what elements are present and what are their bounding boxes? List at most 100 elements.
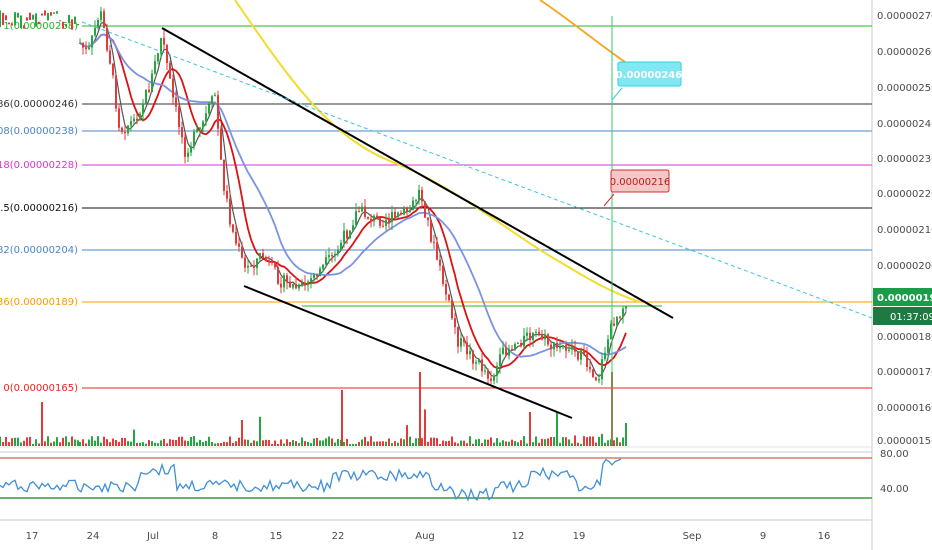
volume-bar bbox=[53, 441, 55, 446]
candle-body bbox=[148, 89, 150, 92]
volume-bar bbox=[580, 443, 582, 446]
candle-body bbox=[589, 366, 591, 370]
volume-bar bbox=[499, 442, 501, 446]
candle-body bbox=[469, 350, 471, 355]
volume-bar bbox=[229, 436, 231, 446]
volume-bar bbox=[325, 438, 327, 446]
candle-body bbox=[250, 265, 252, 267]
candle-body bbox=[217, 95, 219, 129]
volume-bar bbox=[220, 442, 222, 446]
volume-bar bbox=[364, 436, 366, 446]
candle-body bbox=[0, 10, 1, 28]
volume-bar bbox=[214, 443, 216, 446]
candle-body bbox=[385, 219, 387, 226]
candle-body bbox=[610, 323, 612, 340]
volume-bar bbox=[442, 440, 444, 446]
candle-body bbox=[595, 377, 597, 381]
candle-body bbox=[178, 106, 180, 128]
volume-bar bbox=[23, 440, 25, 446]
fib-label-1: 1(0.00000268) bbox=[3, 21, 78, 32]
rsi-tick: 80.00 bbox=[880, 449, 909, 460]
volume-bar bbox=[151, 441, 153, 446]
time-tick: 17 bbox=[26, 531, 39, 542]
candle-body bbox=[235, 231, 237, 244]
volume-bar bbox=[286, 439, 288, 446]
volume-bar bbox=[103, 436, 105, 446]
candle-body bbox=[310, 278, 312, 282]
volume-bar bbox=[349, 443, 351, 446]
candle-body bbox=[106, 27, 108, 51]
candle-body bbox=[115, 75, 117, 109]
candle-body bbox=[11, 23, 13, 26]
price-tick: 0.00000270 bbox=[877, 11, 932, 22]
candle-body bbox=[619, 316, 621, 318]
candle-body bbox=[421, 189, 423, 202]
candle-body bbox=[160, 37, 162, 54]
rsi-line bbox=[0, 458, 622, 502]
candle-body bbox=[466, 342, 468, 355]
volume-bar bbox=[142, 442, 144, 446]
candle-body bbox=[325, 257, 327, 265]
fib-label-0708: 0.708(0.00000238) bbox=[0, 126, 78, 137]
candle-body bbox=[262, 253, 264, 258]
rsi-axis: 80.00 40.00 bbox=[873, 449, 932, 495]
price-tick: 0.00000180 bbox=[877, 332, 932, 343]
candle-body bbox=[505, 347, 507, 356]
candle-body bbox=[376, 215, 378, 218]
volume-bar bbox=[115, 440, 117, 446]
candle-body bbox=[253, 266, 255, 268]
volume-bar bbox=[469, 436, 471, 446]
volume-bar bbox=[412, 443, 414, 446]
volume-bar bbox=[238, 437, 240, 446]
candle-body bbox=[265, 257, 267, 261]
candle-body bbox=[56, 11, 58, 14]
volume-bar bbox=[298, 443, 300, 446]
volume-bars bbox=[0, 372, 627, 446]
volume-bar bbox=[74, 439, 76, 446]
candle-body bbox=[226, 190, 228, 199]
volume-bar bbox=[328, 436, 330, 446]
volume-bar bbox=[448, 440, 450, 446]
volume-bar bbox=[121, 437, 123, 446]
volume-bar bbox=[130, 441, 132, 446]
candle-body bbox=[313, 274, 315, 279]
volume-bar bbox=[32, 443, 34, 446]
candle-body bbox=[295, 284, 297, 289]
candle-body bbox=[301, 282, 303, 285]
volume-bar bbox=[496, 438, 498, 446]
volume-bar bbox=[388, 438, 390, 446]
candle-body bbox=[598, 379, 600, 381]
candle-body bbox=[601, 359, 603, 380]
candle-body bbox=[604, 352, 606, 360]
candle-body bbox=[382, 225, 384, 227]
volume-bar bbox=[160, 440, 162, 446]
candle-body bbox=[103, 11, 105, 28]
volume-bar bbox=[565, 437, 567, 446]
candle-body bbox=[340, 242, 342, 251]
volume-bar bbox=[604, 442, 606, 446]
rsi-axis-bg bbox=[873, 449, 932, 461]
volume-bar bbox=[607, 440, 609, 446]
candle-body bbox=[268, 260, 270, 262]
volume-bar bbox=[307, 441, 309, 446]
volume-bar bbox=[343, 442, 345, 446]
candle-body bbox=[322, 264, 324, 269]
candle-body bbox=[133, 118, 135, 122]
volume-bar bbox=[625, 422, 627, 446]
volume-bar bbox=[550, 436, 552, 446]
candle-body bbox=[2, 12, 4, 26]
candle-body bbox=[8, 22, 10, 25]
volume-bar bbox=[571, 443, 573, 446]
volume-bar bbox=[466, 443, 468, 446]
ma-blue-line bbox=[79, 33, 627, 358]
candle-body bbox=[364, 206, 366, 217]
volume-bar bbox=[622, 437, 624, 446]
candle-body bbox=[412, 200, 414, 211]
descending-resistance-line bbox=[161, 27, 674, 319]
candle-body bbox=[196, 129, 198, 132]
candle-body bbox=[562, 345, 564, 348]
volume-bar bbox=[82, 439, 84, 446]
candle-body bbox=[520, 343, 522, 347]
candle-body bbox=[361, 206, 363, 212]
